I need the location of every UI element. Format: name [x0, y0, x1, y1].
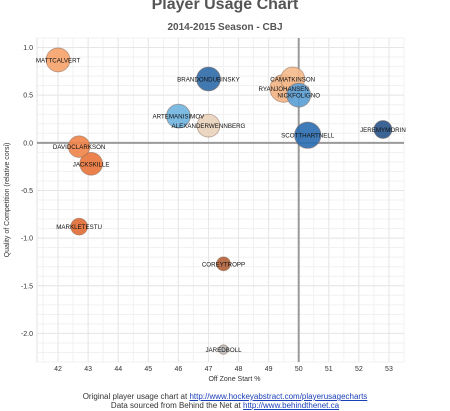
- player-bubble[interactable]: [218, 344, 229, 355]
- footer-line-2-text: Data sourced from Behind the Net at: [110, 401, 243, 410]
- player-label: ALEXANDERWENNBERG: [172, 123, 246, 130]
- y-tick-label: -0.5: [21, 188, 33, 195]
- x-tick-label: 47: [205, 366, 213, 373]
- player-label: BRANDONDUBINSKY: [177, 76, 240, 83]
- y-tick-label: -1.0: [21, 236, 33, 243]
- x-tick-label: 43: [84, 366, 92, 373]
- player-bubble[interactable]: [45, 47, 71, 73]
- player-label: CAMATKINSON: [270, 76, 315, 83]
- player-label: MATTCALVERT: [36, 57, 81, 64]
- x-tick-label: 46: [174, 366, 182, 373]
- player-label: JACKSKILLE: [73, 161, 110, 168]
- player-bubble[interactable]: [196, 113, 221, 138]
- player-label: NICKFOLIGNO: [277, 93, 320, 100]
- player-bubble[interactable]: [165, 103, 191, 129]
- player-label: DAVIDCLARKSON: [53, 144, 106, 151]
- y-tick-label: -2.0: [21, 331, 33, 338]
- player-label: JEREMYMORIN: [360, 127, 406, 134]
- player-bubble[interactable]: [196, 66, 221, 92]
- player-label: SCOTTHARTNELL: [281, 133, 335, 140]
- x-tick-label: 44: [114, 366, 122, 373]
- y-tick-label: 0.0: [23, 140, 33, 147]
- chart-subtitle: 2014-2015 Season - CBJ: [167, 22, 283, 33]
- footer-line-1-text: Original player usage chart at: [82, 392, 190, 401]
- behindthenet-link[interactable]: http://www.behindthenet.ca: [243, 401, 340, 410]
- x-tick-label: 45: [144, 366, 152, 373]
- player-label: JAREDBOLL: [205, 347, 242, 354]
- y-tick-label: 0.5: [23, 93, 33, 100]
- x-tick-label: 48: [235, 366, 243, 373]
- x-tick-label: 52: [355, 366, 363, 373]
- x-tick-label: 49: [265, 366, 273, 373]
- hockeyabstract-link[interactable]: http://www.hockeyabstract.com/playerusag…: [189, 392, 368, 401]
- y-tick-label: 1.0: [23, 45, 33, 52]
- player-label: COREYTROPP: [202, 261, 245, 268]
- player-bubble[interactable]: [286, 82, 312, 108]
- player-bubble[interactable]: [373, 120, 393, 139]
- x-axis-title: Off Zone Start %: [208, 376, 260, 383]
- x-tick-label: 42: [54, 366, 62, 373]
- player-bubble[interactable]: [67, 135, 91, 158]
- player-label: RYANJOHANSEN: [259, 86, 309, 93]
- x-tick-label: 50: [295, 366, 303, 373]
- x-tick-label: 53: [385, 366, 393, 373]
- player-bubble[interactable]: [79, 151, 103, 176]
- chart-title: Player Usage Chart: [151, 0, 299, 13]
- player-label: MARKLETESTU: [56, 224, 102, 231]
- player-bubble[interactable]: [216, 256, 231, 272]
- player-bubble[interactable]: [70, 217, 88, 236]
- player-label: ARTEMANISIMOV: [152, 114, 205, 121]
- y-tick-label: -1.5: [21, 283, 33, 290]
- footer-line-1: Original player usage chart at http://ww…: [0, 392, 450, 401]
- player-bubble[interactable]: [294, 121, 322, 149]
- x-tick-label: 51: [325, 366, 333, 373]
- y-axis-title: Quality of Competition (relative corsi): [4, 143, 11, 258]
- footer-line-2: Data sourced from Behind the Net at http…: [0, 401, 450, 410]
